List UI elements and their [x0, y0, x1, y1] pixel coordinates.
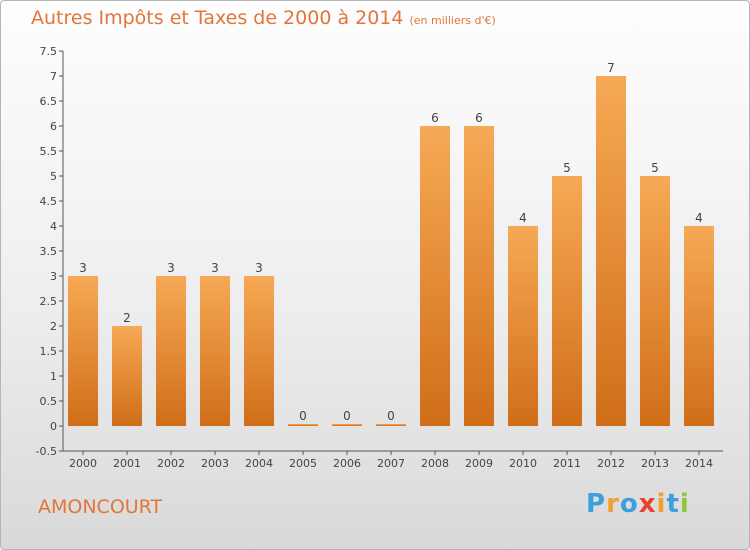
bar-2013	[640, 176, 670, 426]
bar-2006	[332, 424, 362, 426]
bar-2003	[200, 276, 230, 426]
bar-2008	[420, 126, 450, 426]
bar-2007	[376, 424, 406, 426]
x-tick-label-2003: 2003	[201, 457, 229, 470]
x-tick-label-2004: 2004	[245, 457, 273, 470]
x-tick-label-2005: 2005	[289, 457, 317, 470]
x-tick-label-2001: 2001	[113, 457, 141, 470]
bar-2010	[508, 226, 538, 426]
data-label-2014: 4	[695, 211, 703, 225]
y-tick-label: 6.5	[40, 95, 58, 108]
y-tick-label: 4	[50, 220, 57, 233]
data-label-2006: 0	[343, 409, 351, 423]
y-tick-label: 2	[50, 320, 57, 333]
bar-2011	[552, 176, 582, 426]
x-tick-label-2010: 2010	[509, 457, 537, 470]
x-tick-label-2012: 2012	[597, 457, 625, 470]
data-label-2012: 7	[607, 61, 615, 75]
chart-title: Autres Impôts et Taxes de 2000 à 2014	[31, 7, 404, 29]
y-tick-label: 5	[50, 170, 57, 183]
proxiti-logo: Proxiti	[586, 489, 690, 519]
data-label-2013: 5	[651, 161, 659, 175]
data-label-2008: 6	[431, 111, 439, 125]
x-tick-label-2002: 2002	[157, 457, 185, 470]
data-label-2002: 3	[167, 261, 175, 275]
y-tick-label: 5.5	[40, 145, 58, 158]
x-tick-label-2013: 2013	[641, 457, 669, 470]
data-label-2004: 3	[255, 261, 263, 275]
data-label-2000: 3	[79, 261, 87, 275]
data-label-2007: 0	[387, 409, 395, 423]
data-label-2010: 4	[519, 211, 527, 225]
y-tick-label: 4.5	[40, 195, 58, 208]
y-tick-label: 0	[50, 420, 57, 433]
bar-2001	[112, 326, 142, 426]
x-tick-label-2009: 2009	[465, 457, 493, 470]
x-tick-label-2008: 2008	[421, 457, 449, 470]
bar-2000	[68, 276, 98, 426]
data-label-2011: 5	[563, 161, 571, 175]
y-tick-label: 1	[50, 370, 57, 383]
chart-title-block: Autres Impôts et Taxes de 2000 à 2014 (en…	[31, 7, 496, 29]
bar-2002	[156, 276, 186, 426]
data-label-2003: 3	[211, 261, 219, 275]
bar-2004	[244, 276, 274, 426]
x-tick-label-2014: 2014	[685, 457, 713, 470]
y-tick-label: -0.5	[36, 445, 57, 458]
data-label-2005: 0	[299, 409, 307, 423]
data-label-2009: 6	[475, 111, 483, 125]
bar-2009	[464, 126, 494, 426]
y-tick-label: 2.5	[40, 295, 58, 308]
x-tick-label-2011: 2011	[553, 457, 581, 470]
y-tick-label: 6	[50, 120, 57, 133]
y-tick-label: 0.5	[40, 395, 58, 408]
bar-2005	[288, 424, 318, 426]
x-tick-label-2007: 2007	[377, 457, 405, 470]
y-tick-label: 7	[50, 70, 57, 83]
x-tick-label-2000: 2000	[69, 457, 97, 470]
bar-2014	[684, 226, 714, 426]
chart-unit-note: (en milliers d'€)	[409, 14, 496, 27]
y-tick-label: 3	[50, 270, 57, 283]
y-tick-label: 1.5	[40, 345, 58, 358]
y-tick-label: 3.5	[40, 245, 58, 258]
x-tick-label-2006: 2006	[333, 457, 361, 470]
bar-2012	[596, 76, 626, 426]
y-tick-label: 7.5	[40, 45, 58, 58]
commune-name: AMONCOURT	[38, 496, 163, 518]
data-label-2001: 2	[123, 311, 131, 325]
